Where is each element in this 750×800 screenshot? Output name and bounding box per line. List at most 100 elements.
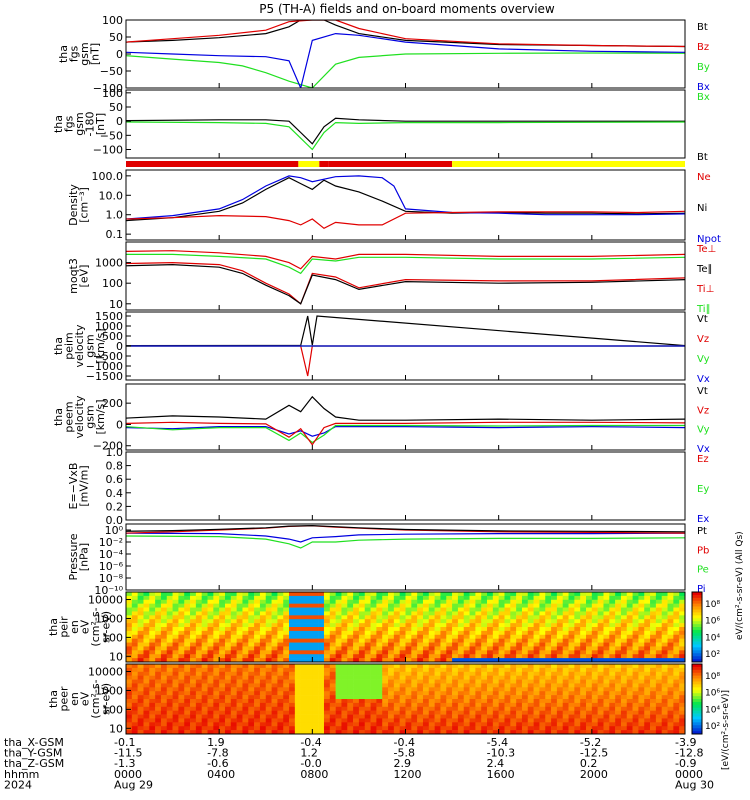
heatmap-cell [655,630,663,636]
heatmap-cell [195,607,202,612]
footer-value: 0800 [300,768,328,781]
heatmap-cell [283,654,290,659]
heatmap-cell [591,695,598,700]
heatmap-cell [667,714,674,719]
heatmap-cell [271,718,278,723]
heatmap-cell [254,730,261,734]
y-axis-label: -180 [84,112,97,137]
heatmap-cell [580,627,587,632]
heatmap-cell [306,691,313,696]
heatmap-cell [463,664,470,669]
heatmap-cell [289,691,296,696]
heatmap-cell [655,730,663,734]
heatmap-cell [190,671,197,676]
heatmap-cell [283,599,290,604]
heatmap-cell [405,667,412,673]
heatmap-cell [498,642,505,647]
heatmap-cell [341,667,348,673]
heatmap-cell [242,630,249,636]
colorbar-swatch [692,678,702,682]
heatmap-cell [650,675,657,680]
heatmap-cell [271,654,278,659]
heatmap-cell [562,599,569,604]
heatmap-cell [242,722,249,727]
heatmap-cell [219,642,226,647]
heatmap-cell [271,615,278,620]
heatmap-cell [492,634,499,639]
heatmap-cell [265,726,272,731]
heatmap-cell [137,623,144,628]
footer-row-label: tha_Y-GSM [4,747,62,760]
heatmap-cell [184,619,191,624]
heatmap-cell [143,603,150,608]
heatmap-cell [545,603,552,608]
heatmap-cell [300,683,307,688]
heatmap-cell [190,683,197,688]
heatmap-cell [661,671,668,676]
heatmap-cell [178,687,185,692]
heatmap-cell [195,710,202,715]
heatmap-cell [551,603,558,608]
heatmap-cell [300,607,307,612]
heatmap-cell [568,683,575,688]
heatmap-cell [661,650,668,655]
heatmap-cell [155,695,162,700]
heatmap-cell [224,615,232,620]
heatmap-cell [475,718,482,723]
heatmap-cell [679,638,685,643]
heatmap-cell [353,679,360,684]
heatmap-cell [428,683,435,688]
heatmap-cell [504,695,511,700]
heatmap-cell [364,699,371,704]
heatmap-cell [393,730,400,734]
heatmap-cell [248,592,255,597]
heatmap-cell [533,658,540,662]
heatmap-cell [434,664,441,669]
heatmap-cell [446,718,453,723]
heatmap-cell [551,592,558,597]
heatmap-cell [667,658,674,662]
heatmap-cell [155,658,162,662]
y-axis-label: gsm [84,405,97,428]
heatmap-cell [568,675,575,680]
heatmap-cell [166,623,173,628]
y-axis-label: [eV] [78,265,91,288]
heatmap-cell [527,599,534,604]
heatmap-cell [568,671,575,676]
heatmap-cell [533,714,540,719]
heatmap-cell [160,706,168,711]
heatmap-cell [265,706,272,711]
heatmap-cell [347,603,354,608]
heatmap-cell [440,619,447,624]
heatmap-cell [353,691,360,696]
heatmap-cell [475,679,482,684]
heatmap-cell [364,667,371,673]
heatmap-cell [661,607,668,612]
heatmap-cell [335,658,342,662]
heatmap-cell [201,699,208,704]
heatmap-cell [160,730,168,734]
heatmap-cell [457,646,465,651]
heatmap-cell [353,595,360,601]
heatmap-cell [201,691,208,696]
heatmap-cell [172,650,179,655]
heatmap-cell [673,695,680,700]
heatmap-cell [236,714,243,719]
heatmap-cell [452,599,459,604]
heatmap-cell [143,695,150,700]
heatmap-cell [545,642,552,647]
heatmap-cell [399,646,406,651]
heatmap-cell [172,603,179,608]
heatmap-cell [312,714,319,719]
heatmap-cell [323,675,331,680]
heatmap-cell [131,675,138,680]
heatmap-cell [417,627,424,632]
heatmap-cell [347,687,354,692]
heatmap-cell [481,619,488,624]
heatmap-cell [201,623,208,628]
heatmap-cell [300,595,307,601]
heatmap-cell [679,726,685,731]
heatmap-cell [603,630,610,636]
heatmap-cell [562,679,569,684]
heatmap-cell [417,658,424,662]
